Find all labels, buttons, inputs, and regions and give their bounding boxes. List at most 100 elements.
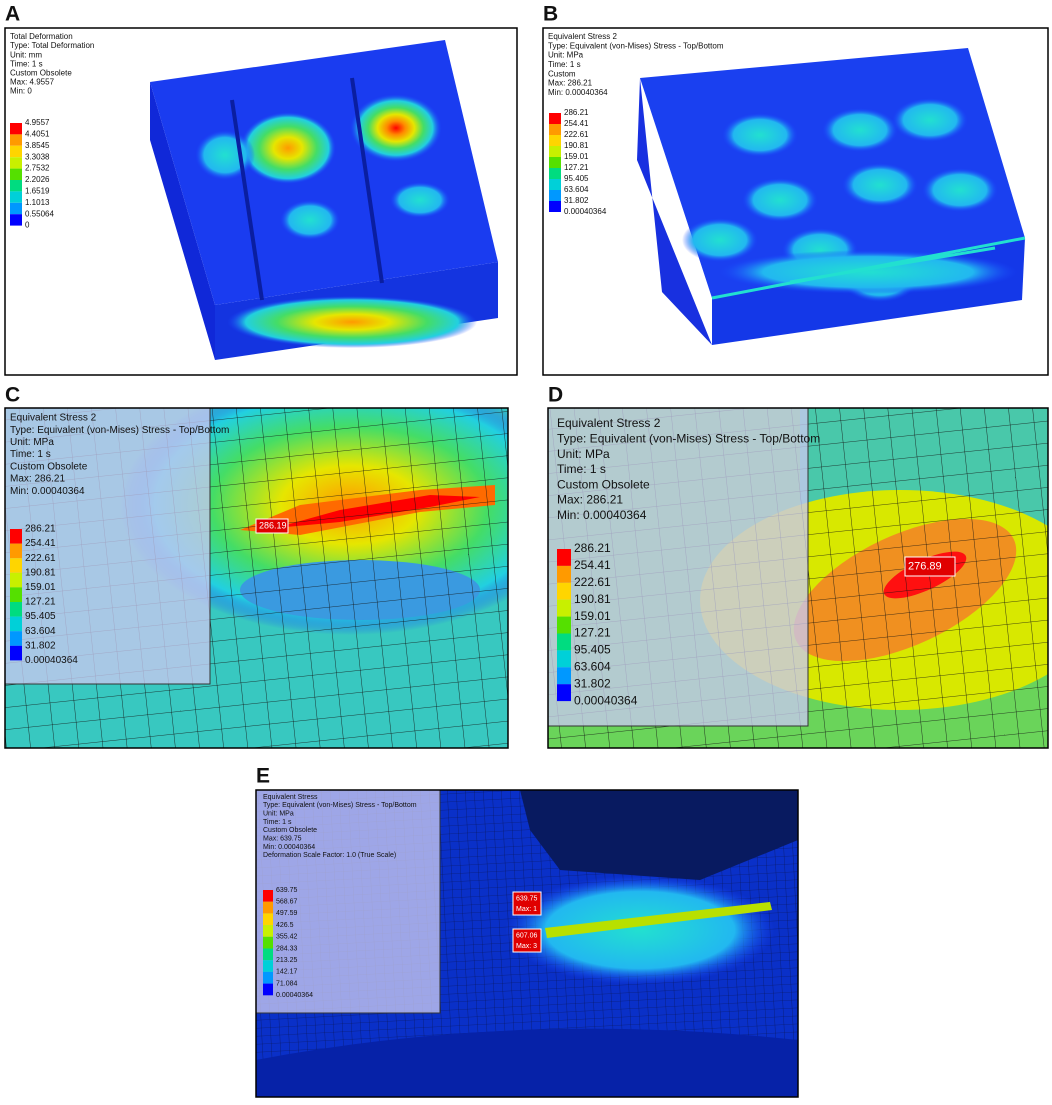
legend-label: 95.405	[574, 643, 611, 657]
legend-swatch	[549, 190, 561, 201]
legend-label: 127.21	[564, 163, 589, 172]
legend-swatch	[10, 572, 22, 588]
info-line: Unit: MPa	[10, 437, 54, 448]
legend-swatch	[549, 124, 561, 135]
legend-swatch	[263, 971, 273, 984]
contour	[922, 168, 998, 212]
legend-swatch	[10, 631, 22, 646]
info-line: Unit: MPa	[557, 447, 610, 461]
legend-label: 254.41	[25, 538, 56, 549]
probe-value: 639.75	[516, 896, 538, 903]
info-line: Max: 286.21	[548, 79, 593, 88]
legend-swatch	[549, 168, 561, 179]
contour	[722, 113, 798, 157]
legend-label: 190.81	[25, 567, 56, 578]
legend-label: 213.25	[276, 957, 298, 964]
legend-swatch	[10, 168, 22, 180]
legend-swatch	[10, 123, 22, 135]
info-line: Min: 0.00040364	[548, 88, 608, 97]
legend-swatch	[263, 948, 273, 961]
legend-label: 63.604	[564, 185, 589, 194]
contour	[742, 178, 818, 222]
legend-swatch	[549, 179, 561, 190]
legend-swatch	[549, 135, 561, 146]
info-overlay	[5, 408, 211, 685]
info-line: Min: 0.00040364	[10, 486, 85, 497]
indenter	[520, 790, 798, 880]
contour	[280, 200, 340, 240]
probe-value: 607.06	[516, 933, 538, 940]
info-line: Max: 639.75	[263, 835, 302, 842]
legend-label: 63.604	[25, 626, 56, 637]
legend-label: 31.802	[25, 640, 56, 651]
legend-label: 0.00040364	[276, 992, 313, 999]
legend-label: 222.61	[564, 130, 589, 139]
legend-swatch	[557, 667, 571, 685]
legend-swatch	[10, 602, 22, 617]
panel-frame	[547, 407, 1049, 749]
info-line: Type: Total Deformation	[10, 41, 94, 50]
panel-label: C	[5, 384, 20, 407]
probe-value: 276.89	[908, 560, 942, 572]
probe-box	[512, 891, 542, 916]
info-line: Equivalent Stress 2	[557, 416, 661, 430]
probe-tag: Max: 3	[516, 943, 537, 950]
panel-view	[5, 408, 508, 748]
box-side	[150, 82, 215, 360]
legend-swatch	[263, 913, 273, 926]
info-line: Equivalent Stress 2	[10, 413, 97, 424]
panel-frame	[4, 407, 509, 749]
info-line: Custom Obsolete	[10, 461, 88, 472]
legend-swatch	[10, 645, 22, 661]
legend-swatch	[557, 684, 571, 702]
legend-label: 63.604	[574, 659, 611, 673]
legend-label: 4.9557	[25, 118, 50, 127]
info-overlay	[256, 790, 441, 1014]
contour	[682, 218, 758, 262]
legend-label: 568.67	[276, 899, 298, 906]
legend-label: 190.81	[574, 592, 611, 606]
legend-label: 159.01	[25, 582, 56, 593]
info-line: Custom Obsolete	[557, 477, 650, 491]
legend-swatch	[263, 936, 273, 949]
panel-frame	[255, 789, 799, 1098]
legend-label: 0.55064	[25, 209, 54, 218]
legend-label: 159.01	[574, 609, 611, 623]
legend-swatch	[10, 558, 22, 573]
info-line: Min: 0	[10, 87, 32, 96]
legend-swatch	[10, 214, 22, 226]
info-line: Time: 1 s	[548, 60, 581, 69]
legend-label: 254.41	[564, 119, 589, 128]
legend-label: 0.00040364	[574, 693, 638, 707]
legend-swatch	[549, 201, 561, 212]
contour	[195, 130, 255, 180]
info-line: Max: 286.21	[557, 493, 623, 507]
legend-label: 95.405	[564, 174, 589, 183]
legend-swatch	[10, 157, 22, 169]
legend-label: 254.41	[574, 558, 611, 572]
legend-swatch	[557, 633, 571, 651]
legend-label: 2.2026	[25, 175, 50, 184]
info-line: Type: Equivalent (von-Mises) Stress - To…	[557, 431, 820, 445]
legend-label: 286.21	[574, 541, 611, 555]
legend-label: 355.42	[276, 934, 298, 941]
panel-view	[543, 28, 1048, 375]
legend-swatch	[10, 202, 22, 215]
legend-swatch	[557, 616, 571, 634]
legend-swatch	[10, 134, 22, 146]
panel-label: A	[5, 3, 20, 26]
legend-swatch	[263, 901, 273, 914]
legend-swatch	[557, 549, 571, 566]
info-line: Max: 4.9557	[10, 78, 55, 87]
legend-label: 190.81	[564, 141, 589, 150]
legend-swatch	[10, 543, 22, 559]
legend-label: 2.7532	[25, 164, 50, 173]
legend-label: 497.59	[276, 910, 298, 917]
info-line: Type: Equivalent (von-Mises) Stress - To…	[548, 41, 724, 50]
panel-frame	[4, 27, 518, 376]
